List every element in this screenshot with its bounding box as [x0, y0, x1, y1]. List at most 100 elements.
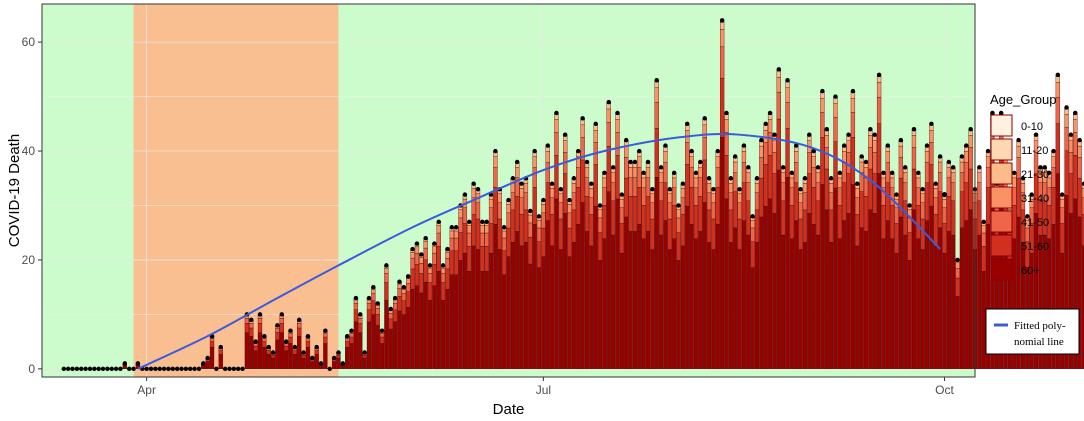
- total-point: [998, 110, 1004, 116]
- bar-segment: [275, 328, 280, 333]
- bar-segment: [558, 218, 563, 250]
- bar-segment: [262, 346, 267, 370]
- bar-segment: [702, 202, 707, 370]
- bar-segment: [615, 198, 620, 370]
- bar-segment: [824, 209, 829, 370]
- total-point: [990, 110, 995, 116]
- total-point: [362, 350, 367, 355]
- bar-segment: [711, 193, 716, 203]
- bar-segment: [432, 252, 437, 265]
- bar-segment: [746, 234, 751, 370]
- total-point: [754, 176, 760, 181]
- legend-swatch: [990, 186, 1013, 209]
- bar-segment: [833, 141, 838, 189]
- bar-segment: [610, 200, 616, 236]
- total-point: [196, 366, 202, 372]
- bar-segment: [890, 177, 895, 188]
- total-point: [188, 366, 193, 372]
- bar-segment: [615, 132, 620, 156]
- bar-segment: [885, 220, 890, 370]
- total-point: [554, 110, 559, 116]
- total-point: [981, 219, 986, 225]
- bar-segment: [475, 202, 481, 220]
- bar-segment: [929, 142, 934, 165]
- bar-segment: [898, 145, 904, 158]
- bar-segment: [641, 205, 646, 239]
- bar-segment: [597, 217, 603, 233]
- bar-segment: [876, 173, 882, 370]
- total-point: [292, 344, 298, 350]
- bar-segment: [767, 114, 773, 120]
- bar-segment: [628, 231, 633, 370]
- bar-segment: [393, 303, 398, 310]
- bar-segment: [1051, 167, 1056, 188]
- bar-segment: [597, 260, 603, 370]
- bar-segment: [288, 336, 293, 344]
- bar-segment: [872, 152, 877, 174]
- total-point: [480, 219, 485, 225]
- bar-segment: [336, 357, 341, 370]
- bar-segment: [667, 202, 672, 220]
- bar-segment: [467, 232, 472, 247]
- bar-segment: [515, 231, 520, 370]
- total-point: [432, 241, 437, 246]
- total-point: [118, 366, 123, 372]
- total-point: [907, 203, 912, 208]
- total-point: [109, 366, 114, 372]
- total-point: [937, 154, 943, 159]
- bar-segment: [536, 267, 542, 370]
- bar-segment: [406, 291, 411, 308]
- bar-segment: [576, 167, 581, 188]
- total-point: [83, 366, 88, 372]
- bar-segment: [837, 205, 842, 239]
- bar-segment: [541, 227, 546, 257]
- bar-segment: [911, 209, 917, 370]
- total-point: [170, 366, 175, 372]
- bar-segment: [907, 260, 912, 370]
- bar-segment: [462, 207, 468, 224]
- bar-segment: [1073, 132, 1078, 156]
- x-tick-label: Oct: [935, 383, 954, 397]
- bar-segment: [916, 177, 921, 188]
- total-point: [610, 165, 616, 170]
- total-point: [780, 165, 786, 170]
- bar-segment: [484, 271, 489, 370]
- bar-segment: [850, 92, 856, 99]
- bar-segment: [353, 299, 359, 304]
- total-point: [105, 366, 110, 372]
- bar-segment: [693, 238, 699, 370]
- bar-segment: [523, 242, 529, 370]
- bar-segment: [868, 135, 873, 148]
- bar-segment: [262, 338, 267, 342]
- total-point: [881, 170, 886, 176]
- total-point: [253, 339, 258, 344]
- bar-segment: [371, 314, 376, 370]
- bar-segment: [855, 245, 860, 370]
- total-point: [384, 263, 389, 268]
- bar-segment: [615, 155, 620, 200]
- total-point: [1020, 176, 1026, 181]
- bar-segment: [345, 338, 350, 342]
- bar-segment: [924, 182, 930, 221]
- total-point: [1081, 181, 1084, 186]
- bar-segment: [719, 46, 725, 79]
- bar-segment: [554, 132, 559, 156]
- bar-segment: [284, 350, 289, 370]
- bar-segment: [314, 350, 319, 355]
- bar-segment: [584, 167, 590, 178]
- bar-segment: [885, 151, 890, 163]
- total-point: [789, 170, 795, 176]
- bar-segment: [802, 242, 808, 370]
- bar-segment: [802, 192, 808, 211]
- bar-segment: [859, 227, 864, 370]
- bar-segment: [1020, 183, 1026, 193]
- bar-segment: [898, 177, 904, 218]
- bar-segment: [584, 177, 590, 197]
- bar-segment: [410, 268, 415, 290]
- bar-segment: [502, 274, 507, 370]
- bar-segment: [890, 205, 895, 239]
- total-point: [1068, 132, 1074, 137]
- total-point: [929, 121, 934, 126]
- bar-segment: [658, 200, 664, 236]
- total-point: [850, 88, 856, 94]
